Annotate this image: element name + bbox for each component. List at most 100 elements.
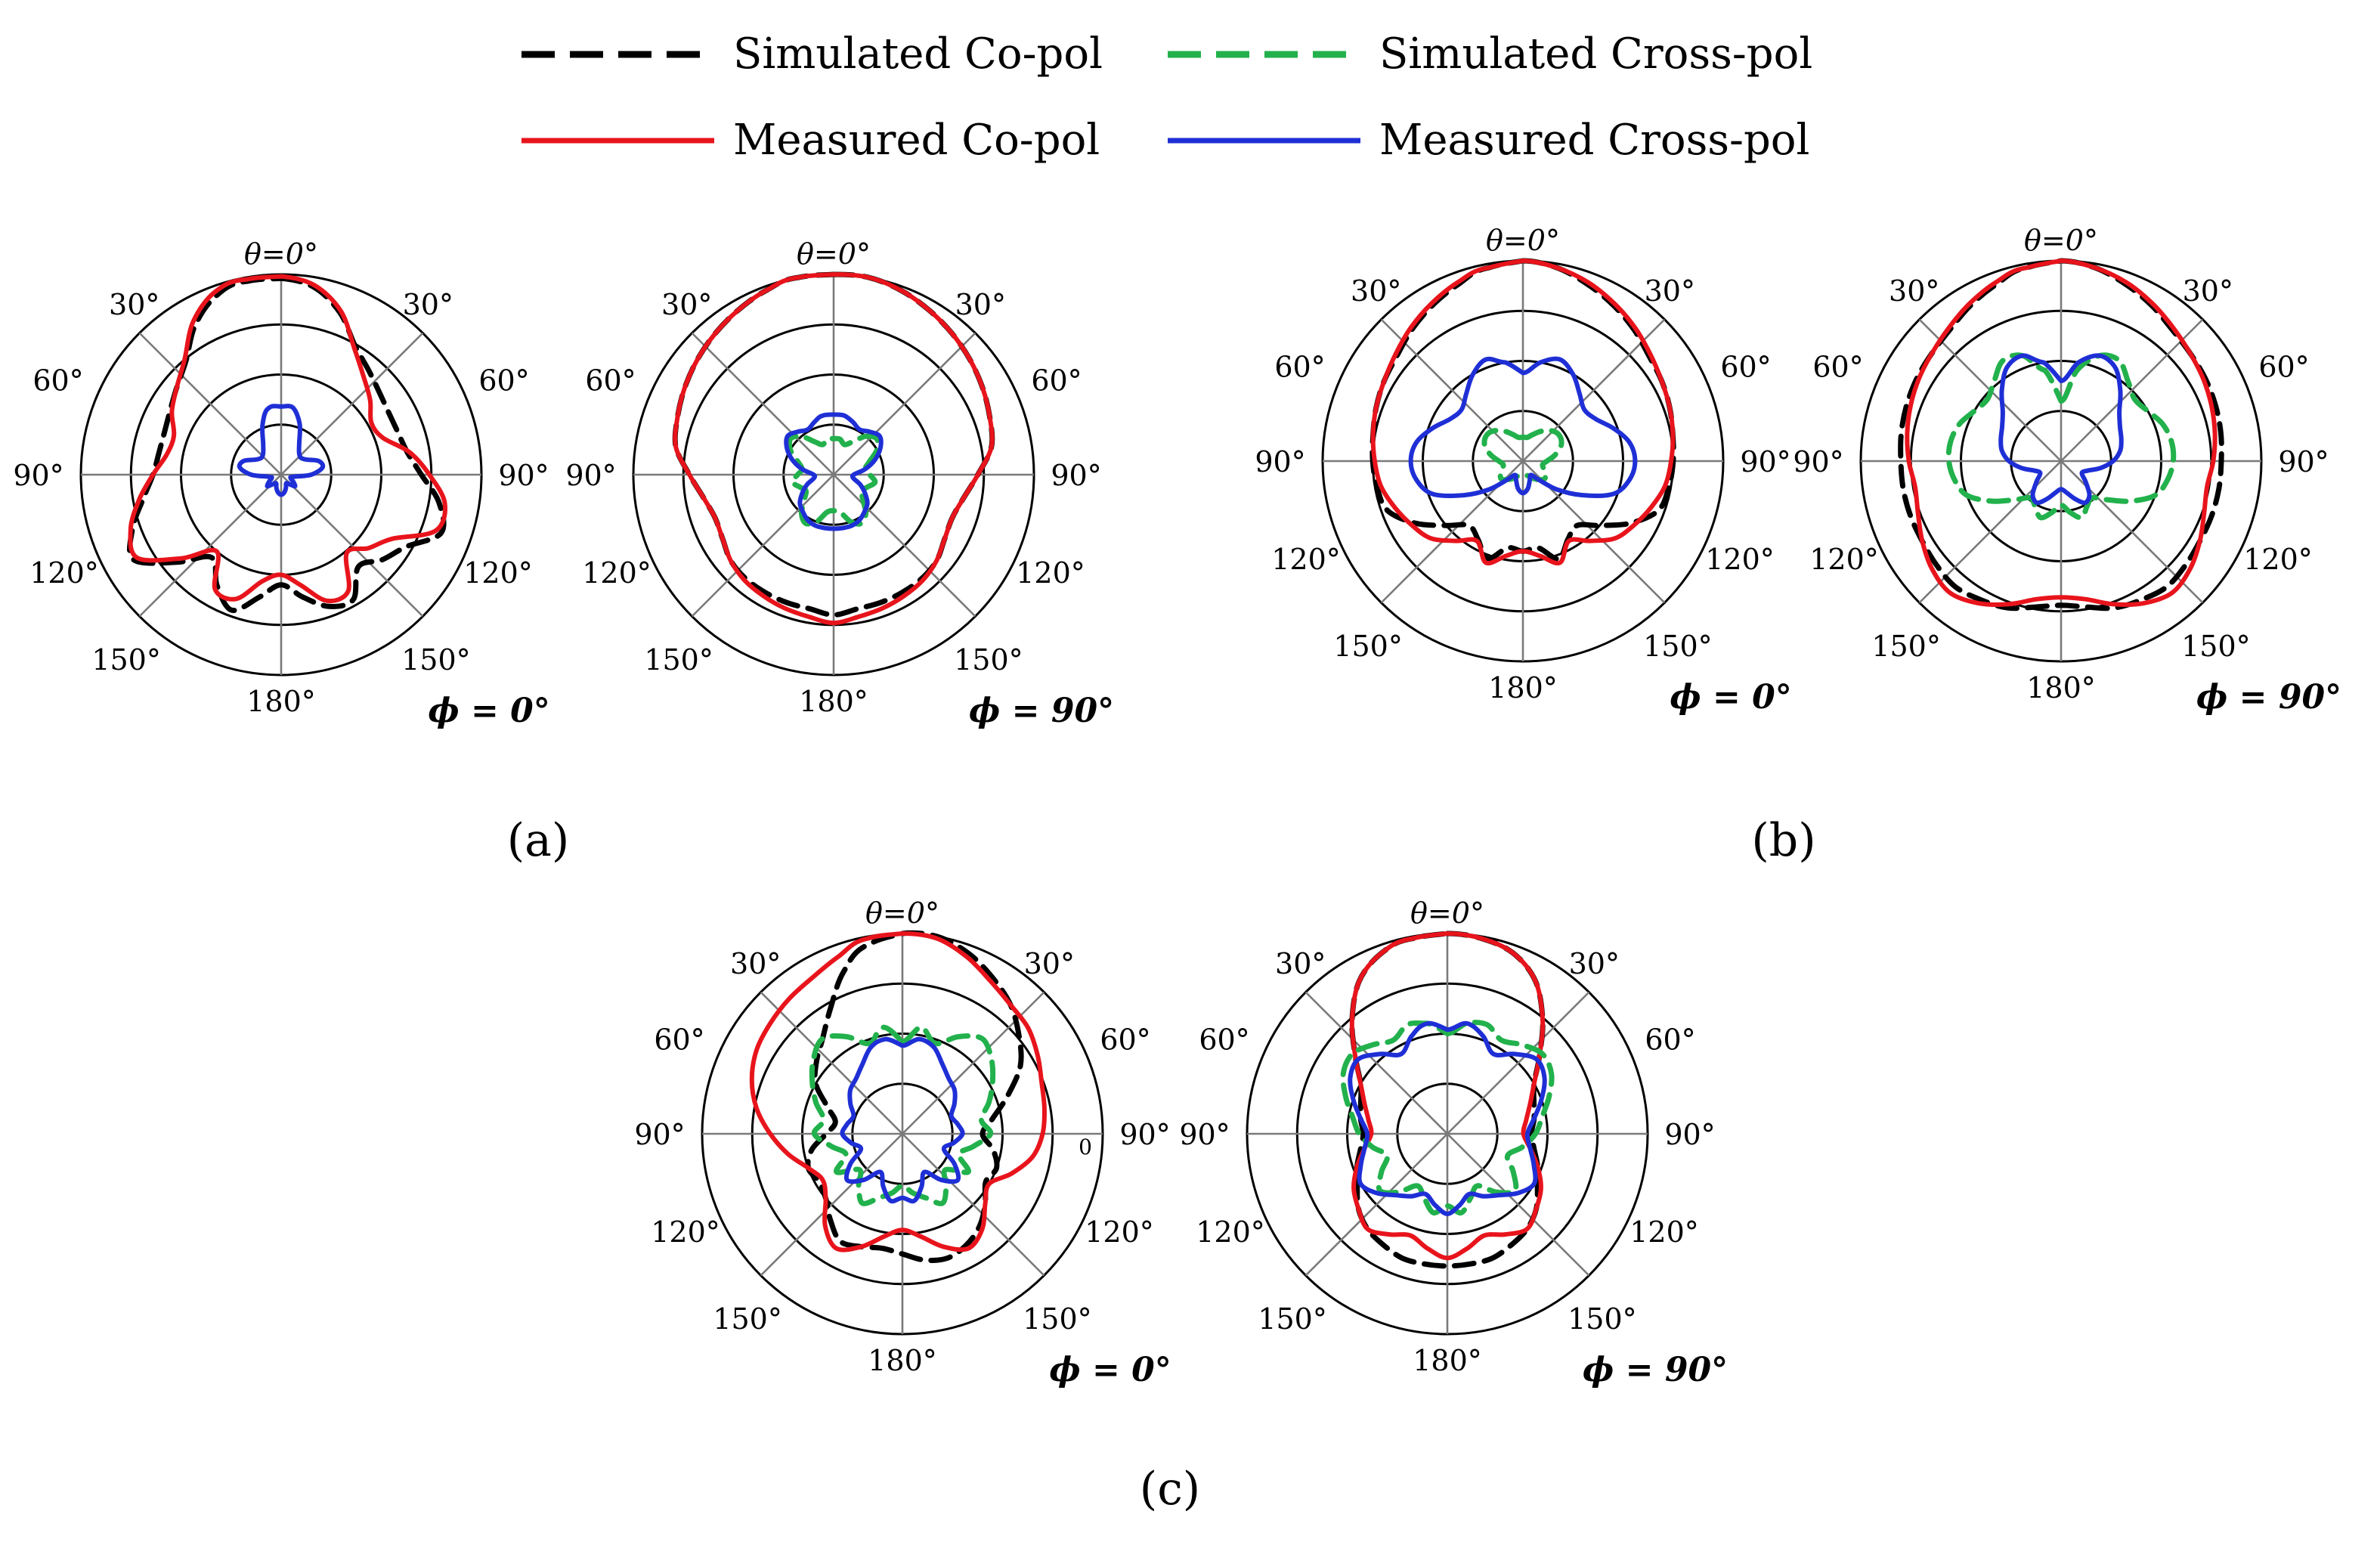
angle-label-60-right: 60° bbox=[1100, 1023, 1150, 1057]
angle-label-120-left: 120° bbox=[582, 556, 651, 590]
angle-label-180: 180° bbox=[246, 685, 316, 718]
grid-spoke bbox=[280, 332, 424, 475]
polar-chart-a-phi0: θ=0° 30° 30° 60° 60° 90° 90° 120° 120° 150° 150° 18… bbox=[13, 237, 549, 730]
angle-label-30-left: 30° bbox=[109, 288, 159, 321]
series-simulated-co-pol bbox=[805, 930, 1024, 1263]
angle-label-180: 180° bbox=[868, 1344, 937, 1377]
angle-label-30-right: 30° bbox=[955, 288, 1006, 321]
angle-label-180: 180° bbox=[1488, 671, 1558, 704]
angle-label-theta0: θ=0° bbox=[865, 896, 939, 930]
axis-value-label: 0 bbox=[1079, 1135, 1092, 1160]
series-measured-cross-pol bbox=[1408, 356, 1638, 498]
series-measured-co-pol bbox=[128, 274, 447, 604]
series-measured-cross-pol bbox=[1348, 1020, 1547, 1216]
angle-label-90-right: 90° bbox=[498, 459, 549, 492]
polar-chart-b-phi90: θ=0° 30° 30° 60° 60° 90° 90° 120° 120° 150° 150° 18… bbox=[1793, 224, 2341, 717]
series-simulated-cross-pol bbox=[1340, 1020, 1555, 1216]
angle-label-90-left: 90° bbox=[13, 459, 63, 492]
angle-label-120-right: 120° bbox=[463, 556, 533, 590]
angle-label-120-right: 120° bbox=[1705, 543, 1775, 576]
angle-label-30-right: 30° bbox=[1645, 274, 1695, 308]
series-measured-cross-pol bbox=[840, 1036, 965, 1204]
series-measured-co-pol bbox=[749, 931, 1047, 1252]
panel-label-b: (b) bbox=[1751, 814, 1815, 867]
series-simulated-cross-pol bbox=[809, 1024, 996, 1206]
grid-spoke bbox=[280, 474, 424, 618]
angle-label-180: 180° bbox=[2026, 671, 2096, 704]
angle-label-60-right: 60° bbox=[1031, 364, 1082, 398]
grid-spoke bbox=[691, 332, 834, 475]
grid-spoke bbox=[902, 1133, 1045, 1277]
series-measured-co-pol bbox=[1349, 931, 1546, 1261]
angle-label-120-right: 120° bbox=[1016, 556, 1085, 590]
angle-label-120-left: 120° bbox=[29, 556, 99, 590]
angle-label-150-right: 150° bbox=[1643, 630, 1713, 663]
angle-label-30-left: 30° bbox=[730, 947, 781, 980]
legend-label-sim-copol: Simulated Co-pol bbox=[733, 29, 1103, 79]
angle-label-90-right: 90° bbox=[1740, 445, 1790, 478]
angle-label-150-left: 150° bbox=[713, 1302, 782, 1336]
angle-label-60-left: 60° bbox=[1199, 1023, 1249, 1057]
phi-label: ϕ = 90° bbox=[1583, 1351, 1728, 1389]
angle-label-180: 180° bbox=[1413, 1344, 1482, 1377]
angle-label-60-right: 60° bbox=[1720, 351, 1771, 384]
angle-label-90-right: 90° bbox=[2278, 445, 2329, 478]
angle-label-150-right: 150° bbox=[2181, 630, 2251, 663]
angle-label-60-left: 60° bbox=[654, 1023, 704, 1057]
grid-spoke bbox=[2060, 318, 2204, 462]
angle-label-120-right: 120° bbox=[2243, 543, 2313, 576]
series-measured-co-pol bbox=[1370, 259, 1676, 566]
angle-label-90-right: 90° bbox=[1051, 459, 1101, 492]
grid-spoke bbox=[1447, 991, 1590, 1135]
angle-label-30-left: 30° bbox=[1275, 947, 1326, 980]
grid-spoke bbox=[138, 474, 282, 618]
angle-label-theta0: θ=0° bbox=[2024, 224, 2098, 257]
legend-label-meas-crosspol: Measured Cross-pol bbox=[1379, 116, 1809, 165]
angle-label-60-right: 60° bbox=[1645, 1023, 1695, 1057]
angle-label-60-left: 60° bbox=[1274, 351, 1325, 384]
angle-label-theta0: θ=0° bbox=[1410, 896, 1484, 930]
angle-label-90-left: 90° bbox=[1255, 445, 1305, 478]
series-simulated-co-pol bbox=[127, 275, 447, 613]
angle-label-150-right: 150° bbox=[401, 643, 471, 677]
polar-chart-c-phi90: θ=0° 30° 30° 60° 60° 90° 90° 120° 120° 150° 150° 18… bbox=[1179, 896, 1728, 1389]
angle-label-30-left: 30° bbox=[661, 288, 712, 321]
angle-label-150-left: 150° bbox=[91, 643, 161, 677]
angle-label-30-right: 30° bbox=[2183, 274, 2233, 308]
phi-label: ϕ = 90° bbox=[969, 692, 1114, 730]
angle-label-30-right: 30° bbox=[1569, 947, 1620, 980]
grid-spoke bbox=[138, 332, 282, 475]
grid-spoke bbox=[1305, 1133, 1448, 1277]
grid-spoke bbox=[833, 474, 976, 618]
angle-label-60-left: 60° bbox=[32, 364, 83, 398]
angle-label-60-left: 60° bbox=[1812, 351, 1863, 384]
angle-label-150-left: 150° bbox=[1258, 1302, 1327, 1336]
series-measured-cross-pol bbox=[237, 404, 326, 497]
phi-label: ϕ = 0° bbox=[428, 692, 550, 730]
angle-label-90-left: 90° bbox=[1793, 445, 1843, 478]
angle-label-90-right: 90° bbox=[1119, 1118, 1170, 1151]
polar-chart-c-phi0: θ=0° 30° 30° 60° 60° 90° 90° 120° 120° 150° 150° 18… bbox=[634, 896, 1171, 1389]
series-simulated-cross-pol bbox=[786, 433, 881, 527]
angle-label-120-left: 120° bbox=[1196, 1215, 1265, 1249]
panel-label-a: (a) bbox=[507, 814, 570, 867]
angle-label-30-right: 30° bbox=[403, 288, 453, 321]
phi-label: ϕ = 0° bbox=[1670, 678, 1792, 717]
angle-label-90-left: 90° bbox=[1179, 1118, 1230, 1151]
angle-label-60-right: 60° bbox=[2258, 351, 2309, 384]
series-measured-co-pol bbox=[1905, 259, 2218, 607]
angle-label-120-left: 120° bbox=[1809, 543, 1879, 576]
series-measured-co-pol bbox=[673, 272, 995, 626]
series-measured-cross-pol bbox=[784, 412, 884, 531]
angle-label-theta0: θ=0° bbox=[797, 237, 871, 271]
angle-label-120-left: 120° bbox=[651, 1215, 720, 1249]
angle-label-120-right: 120° bbox=[1085, 1215, 1154, 1249]
angle-label-90-left: 90° bbox=[634, 1118, 685, 1151]
grid-spoke bbox=[760, 991, 903, 1135]
series-measured-cross-pol bbox=[1998, 353, 2124, 506]
grid-spoke bbox=[1447, 1133, 1590, 1277]
angle-label-120-right: 120° bbox=[1629, 1215, 1699, 1249]
angle-label-60-right: 60° bbox=[478, 364, 529, 398]
grid-spoke bbox=[691, 474, 834, 618]
